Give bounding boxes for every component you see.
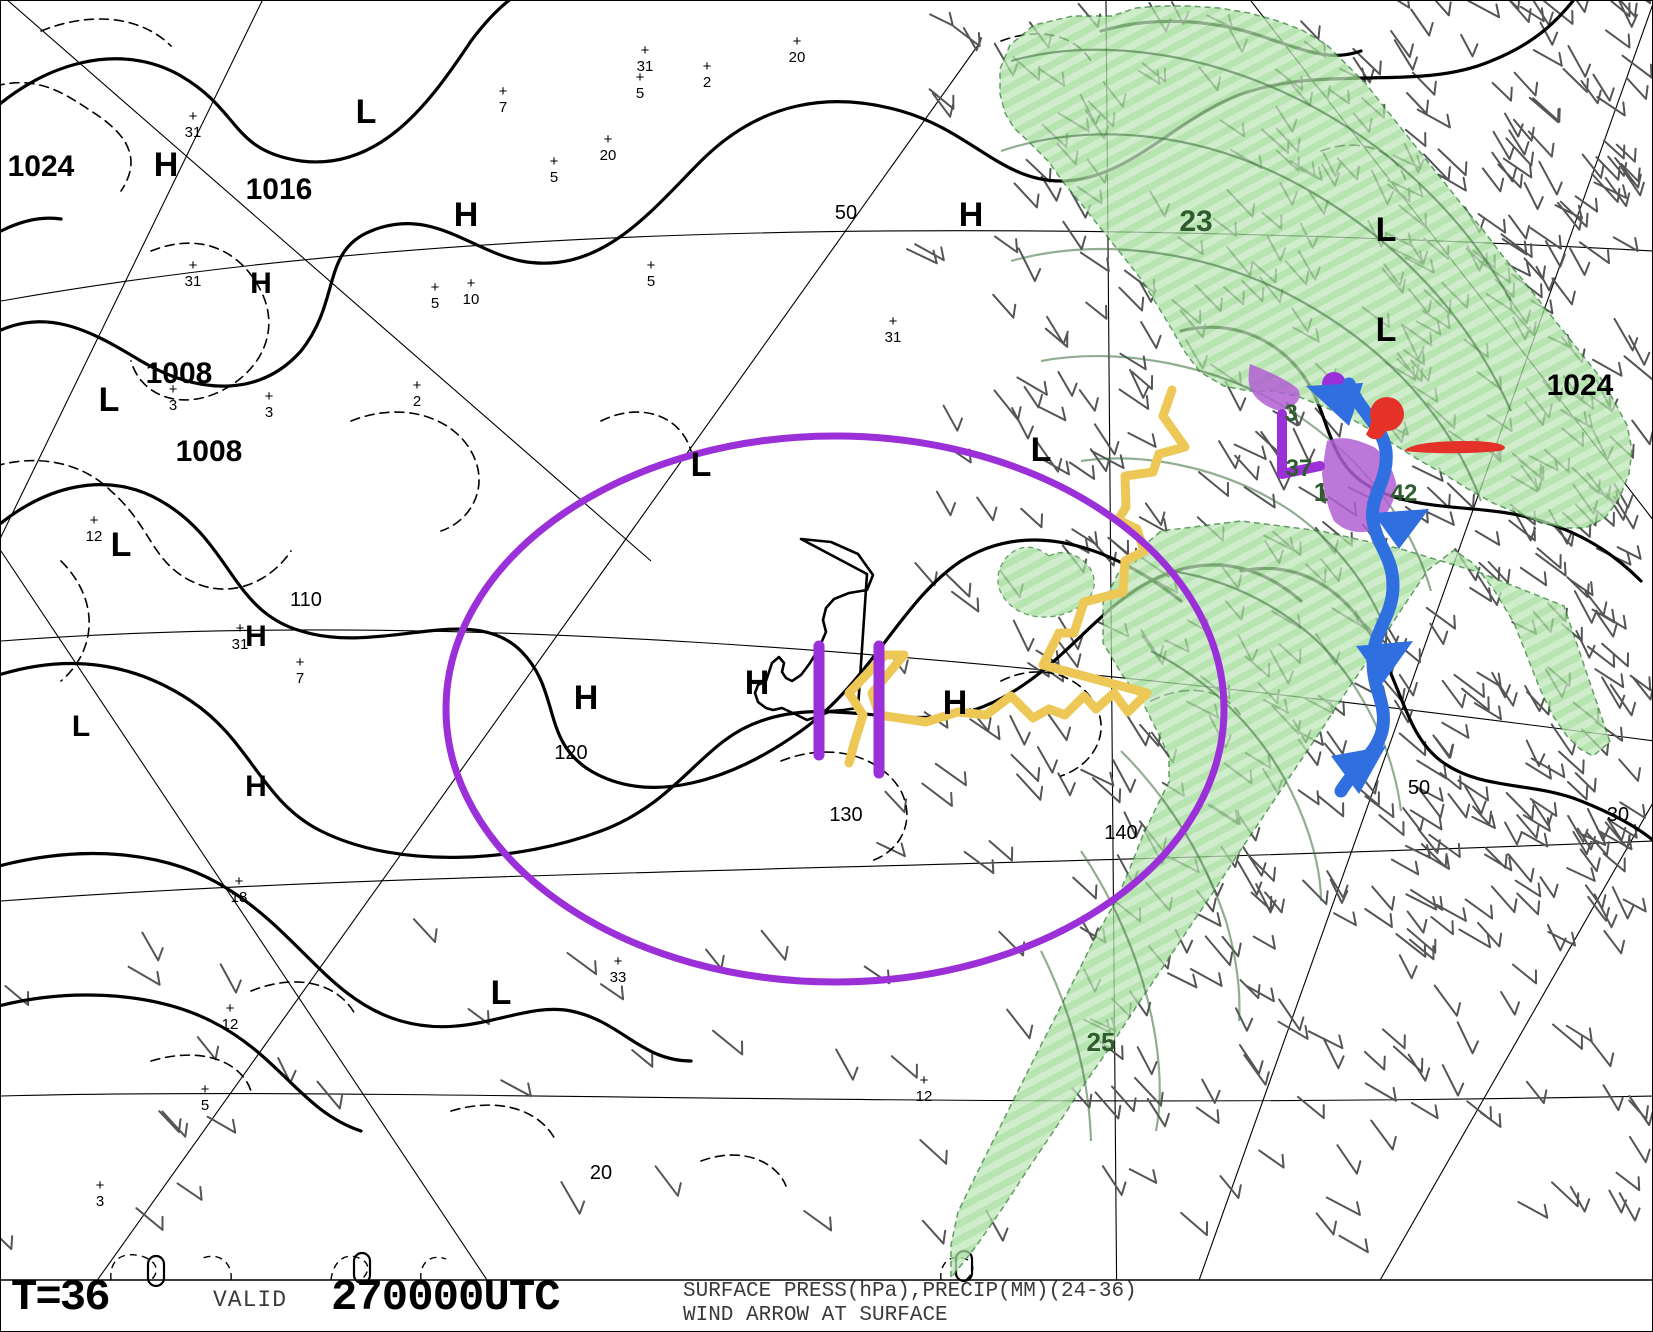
svg-text:1008: 1008 bbox=[146, 357, 213, 390]
svg-text:H: H bbox=[454, 196, 479, 234]
svg-text:31: 31 bbox=[185, 273, 202, 290]
svg-text:+: + bbox=[614, 953, 623, 970]
svg-text:+: + bbox=[265, 388, 274, 405]
svg-text:5: 5 bbox=[431, 295, 439, 312]
svg-text:+: + bbox=[189, 257, 198, 274]
svg-text:1016: 1016 bbox=[246, 173, 313, 206]
svg-text:H: H bbox=[745, 664, 770, 702]
svg-text:120: 120 bbox=[554, 742, 587, 764]
svg-text:140: 140 bbox=[1104, 822, 1137, 844]
svg-text:12: 12 bbox=[222, 1016, 239, 1033]
svg-text:5: 5 bbox=[647, 273, 655, 290]
svg-text:5: 5 bbox=[201, 1097, 209, 1114]
svg-text:130: 130 bbox=[829, 804, 862, 826]
svg-text:50: 50 bbox=[835, 202, 857, 224]
svg-text:L: L bbox=[1031, 431, 1052, 469]
svg-text:31: 31 bbox=[185, 124, 202, 141]
svg-text:10: 10 bbox=[463, 291, 480, 308]
svg-text:H: H bbox=[245, 620, 267, 653]
svg-text:50: 50 bbox=[1408, 777, 1430, 799]
svg-text:L: L bbox=[72, 710, 90, 743]
svg-text:30: 30 bbox=[1607, 804, 1629, 826]
svg-text:L: L bbox=[491, 974, 512, 1012]
svg-text:1024: 1024 bbox=[8, 150, 75, 183]
svg-text:+: + bbox=[189, 108, 198, 125]
svg-text:L: L bbox=[99, 381, 120, 419]
svg-text:+: + bbox=[235, 873, 244, 890]
svg-text:+: + bbox=[431, 279, 440, 296]
svg-text:+: + bbox=[647, 257, 656, 274]
svg-text:31: 31 bbox=[637, 58, 654, 75]
svg-text:L: L bbox=[356, 93, 377, 131]
svg-text:+: + bbox=[641, 42, 650, 59]
svg-text:L: L bbox=[1376, 311, 1397, 349]
svg-text:1: 1 bbox=[1314, 477, 1328, 507]
svg-text:20: 20 bbox=[789, 49, 806, 66]
svg-text:31: 31 bbox=[885, 329, 902, 346]
svg-text:5: 5 bbox=[636, 85, 644, 102]
svg-text:+: + bbox=[499, 83, 508, 100]
svg-text:+: + bbox=[96, 1177, 105, 1194]
svg-text:33: 33 bbox=[610, 969, 627, 986]
svg-text:H: H bbox=[574, 679, 599, 717]
svg-text:+: + bbox=[201, 1081, 210, 1098]
svg-text:L: L bbox=[111, 526, 132, 564]
svg-text:+: + bbox=[467, 275, 476, 292]
svg-text:+: + bbox=[703, 58, 712, 75]
svg-text:L: L bbox=[1376, 211, 1397, 249]
svg-text:20: 20 bbox=[590, 1162, 612, 1184]
svg-text:H: H bbox=[245, 770, 267, 803]
svg-text:18: 18 bbox=[231, 889, 248, 906]
svg-text:1024: 1024 bbox=[1547, 369, 1614, 402]
svg-text:+: + bbox=[793, 33, 802, 50]
svg-text:5: 5 bbox=[550, 169, 558, 186]
svg-text:7: 7 bbox=[296, 670, 304, 687]
svg-text:25: 25 bbox=[1087, 1027, 1116, 1057]
svg-text:H: H bbox=[959, 196, 984, 234]
svg-text:+: + bbox=[296, 654, 305, 671]
svg-text:3: 3 bbox=[96, 1193, 104, 1210]
svg-text:2: 2 bbox=[413, 393, 421, 410]
svg-text:12: 12 bbox=[916, 1088, 933, 1105]
svg-text:+: + bbox=[413, 377, 422, 394]
svg-text:+: + bbox=[236, 620, 245, 637]
svg-text:3: 3 bbox=[265, 404, 273, 421]
svg-text:7: 7 bbox=[499, 99, 507, 116]
svg-text:+: + bbox=[226, 1000, 235, 1017]
svg-text:42: 42 bbox=[1391, 480, 1418, 507]
svg-text:+: + bbox=[90, 512, 99, 529]
svg-text:H: H bbox=[943, 684, 968, 722]
svg-text:+: + bbox=[889, 313, 898, 330]
svg-text:+: + bbox=[550, 153, 559, 170]
svg-text:3: 3 bbox=[1284, 400, 1297, 427]
svg-text:23: 23 bbox=[1179, 205, 1212, 238]
svg-text:12: 12 bbox=[86, 528, 103, 545]
svg-text:1008: 1008 bbox=[176, 435, 243, 468]
svg-text:2: 2 bbox=[703, 74, 711, 91]
svg-text:H: H bbox=[250, 267, 272, 300]
svg-text:L: L bbox=[691, 446, 712, 484]
svg-text:H: H bbox=[154, 146, 179, 184]
svg-text:+: + bbox=[920, 1072, 929, 1089]
svg-text:+: + bbox=[604, 131, 613, 148]
svg-text:37: 37 bbox=[1286, 455, 1313, 482]
svg-text:20: 20 bbox=[600, 147, 617, 164]
svg-text:110: 110 bbox=[290, 589, 322, 611]
svg-text:3: 3 bbox=[169, 397, 177, 414]
